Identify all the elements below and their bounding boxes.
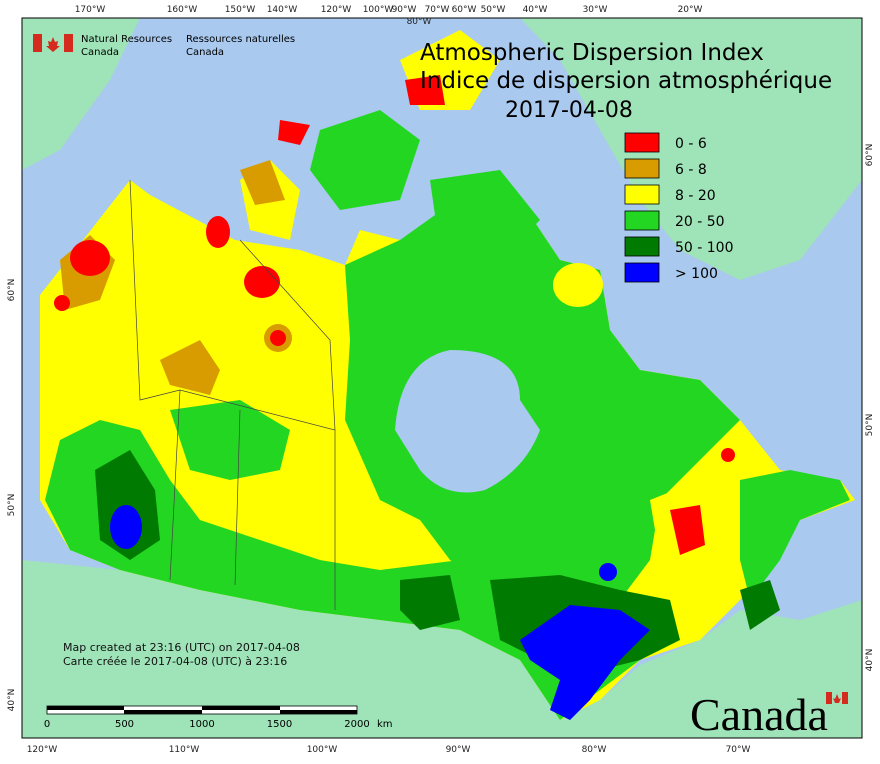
latitude-label: 50°N xyxy=(865,414,875,437)
legend-label: 8 - 20 xyxy=(675,188,716,204)
blue-area xyxy=(599,563,617,581)
green-area xyxy=(740,470,850,600)
blue-area xyxy=(110,505,142,549)
map-body xyxy=(22,18,862,738)
red-area xyxy=(670,505,705,555)
agency-fr-2: Canada xyxy=(186,47,224,58)
legend-swatch xyxy=(624,236,660,257)
longitude-label: 100°W xyxy=(363,5,394,15)
longitude-label: 90°W xyxy=(392,5,417,15)
bottom-labels: 120°W 110°W 100°W 90°W 80°W 70°W xyxy=(27,745,751,755)
longitude-label: 150°W xyxy=(225,5,256,15)
longitude-label: 20°W xyxy=(678,5,703,15)
agency-fr: Ressources naturelles xyxy=(186,34,295,45)
longitude-label: 160°W xyxy=(167,5,198,15)
map-frame xyxy=(21,17,863,739)
longitude-label: 50°W xyxy=(481,5,506,15)
credit: Map created at 23:16 (UTC) on 2017-04-08 xyxy=(63,641,300,654)
title-fr: Indice de dispersion atmosphérique xyxy=(420,68,832,94)
scale-unit: km xyxy=(377,719,393,730)
legend-label: 20 - 50 xyxy=(675,214,725,230)
longitude-label: 80°W xyxy=(582,745,607,755)
blue-area xyxy=(520,605,650,720)
longitude-label: 110°W xyxy=(169,745,200,755)
latitude-label: 50°N xyxy=(7,494,17,517)
longitude-label: 140°W xyxy=(267,5,298,15)
wordmark-flag xyxy=(826,692,848,704)
longitude-label: 70°W xyxy=(726,745,751,755)
legend: 0 - 6 6 - 8 8 - 20 20 - 50 50 - 100 > 100 xyxy=(624,132,734,283)
red-area xyxy=(54,295,70,311)
scale-bar xyxy=(46,705,358,715)
longitude-label: 90°W xyxy=(446,745,471,755)
longitude-label: 60°W xyxy=(452,5,477,15)
legend-swatch xyxy=(624,210,660,231)
title-en: Atmospheric Dispersion Index xyxy=(420,40,764,66)
latitude-label: 40°N xyxy=(865,649,875,672)
island xyxy=(278,120,310,145)
legend-swatch xyxy=(624,132,660,153)
dark-green-area xyxy=(400,575,460,630)
borders xyxy=(129,179,336,610)
agency-en: Natural Resources xyxy=(81,34,172,45)
longitude-label: 40°W xyxy=(523,5,548,15)
latitude-label: 60°N xyxy=(7,279,17,302)
left-labels: 60°N 50°N 40°N xyxy=(7,279,17,712)
scale-label: 1500 xyxy=(267,719,292,730)
yellow-area xyxy=(553,263,603,307)
scale-label: 2000 xyxy=(344,719,369,730)
longitude-label: 170°W xyxy=(75,5,106,15)
green-area xyxy=(45,420,640,720)
scale-label: 1000 xyxy=(189,719,214,730)
hudson-bay xyxy=(395,350,540,493)
legend-label: 50 - 100 xyxy=(675,240,734,256)
legend-label: 6 - 8 xyxy=(675,162,707,178)
longitude-label: 120°W xyxy=(321,5,352,15)
longitude-label: 70°W xyxy=(425,5,450,15)
greenland xyxy=(520,18,862,280)
red-area xyxy=(70,240,110,276)
red-area xyxy=(721,448,735,462)
title-date: 2017-04-08 xyxy=(505,98,633,123)
agency-en-2: Canada xyxy=(81,47,119,58)
latitude-label: 40°N xyxy=(7,689,17,712)
legend-label: 0 - 6 xyxy=(675,136,707,152)
orange-area xyxy=(240,160,285,205)
green-area xyxy=(345,190,740,600)
legend-swatch xyxy=(624,262,660,283)
agency-logo xyxy=(33,34,73,52)
longitude-label: 100°W xyxy=(307,745,338,755)
red-area xyxy=(206,216,230,248)
red-area xyxy=(244,266,280,298)
longitude-label: 30°W xyxy=(583,5,608,15)
longitude-label: 80°W xyxy=(407,17,432,27)
legend-label: > 100 xyxy=(675,266,718,282)
red-area xyxy=(270,330,286,346)
right-labels: 60°N 50°N 40°N xyxy=(865,144,875,672)
dark-green-area xyxy=(740,580,780,630)
scale-labels: 0 500 1000 1500 2000 km xyxy=(44,719,393,730)
credit: Carte créée le 2017-04-08 (UTC) à 23:16 xyxy=(63,655,287,668)
red-area xyxy=(405,75,445,105)
green-area xyxy=(170,400,290,480)
longitude-label: 120°W xyxy=(27,745,58,755)
top-labels: 170°W 160°W 150°W 140°W 120°W 100°W 90°W… xyxy=(75,5,703,27)
scale-label: 0 xyxy=(44,719,50,730)
island xyxy=(310,110,420,210)
legend-swatch xyxy=(624,158,660,179)
legend-swatch xyxy=(624,184,660,205)
latitude-label: 60°N xyxy=(865,144,875,167)
usa-land xyxy=(22,560,862,738)
scale-label: 500 xyxy=(115,719,134,730)
orange-area xyxy=(160,340,220,395)
alaska-land xyxy=(22,18,140,170)
wordmark: Canada xyxy=(690,689,828,740)
